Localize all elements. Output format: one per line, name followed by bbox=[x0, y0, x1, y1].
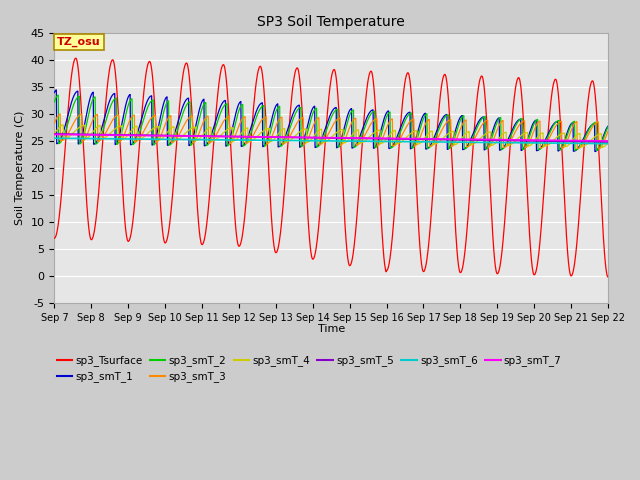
sp3_smT_4 bbox=[598, 144, 605, 150]
sp3_smT_2 bbox=[282, 137, 289, 143]
sp3_smT_1 bbox=[417, 120, 424, 125]
sp3_smT_1 bbox=[268, 115, 276, 121]
sp3_smT_1 bbox=[52, 87, 60, 93]
Line: sp3_smT_7: sp3_smT_7 bbox=[54, 134, 608, 141]
sp3_smT_3 bbox=[173, 135, 181, 141]
sp3_smT_4 bbox=[282, 139, 289, 145]
sp3_smT_3 bbox=[604, 128, 612, 134]
Text: TZ_osu: TZ_osu bbox=[57, 37, 100, 48]
sp3_smT_5 bbox=[555, 138, 563, 144]
sp3_smT_4 bbox=[604, 140, 612, 145]
sp3_smT_2 bbox=[173, 129, 181, 134]
sp3_smT_1 bbox=[282, 133, 289, 139]
sp3_smT_4 bbox=[417, 140, 424, 146]
sp3_smT_7 bbox=[555, 137, 563, 143]
sp3_Tsurface bbox=[556, 101, 563, 107]
sp3_smT_2 bbox=[51, 99, 58, 105]
Title: SP3 Soil Temperature: SP3 Soil Temperature bbox=[257, 15, 405, 29]
Line: sp3_smT_2: sp3_smT_2 bbox=[54, 95, 608, 151]
sp3_Tsurface bbox=[51, 235, 58, 241]
sp3_smT_7 bbox=[268, 134, 275, 140]
sp3_Tsurface bbox=[604, 274, 612, 280]
sp3_smT_7 bbox=[51, 132, 58, 137]
sp3_smT_6 bbox=[604, 141, 612, 146]
sp3_smT_4 bbox=[556, 132, 563, 138]
sp3_smT_1 bbox=[508, 129, 515, 134]
sp3_smT_6 bbox=[268, 137, 275, 143]
sp3_Tsurface bbox=[72, 55, 80, 61]
sp3_smT_7 bbox=[173, 133, 180, 139]
sp3_Tsurface bbox=[173, 134, 181, 140]
sp3_smT_1 bbox=[591, 149, 599, 155]
sp3_smT_3 bbox=[417, 134, 424, 140]
X-axis label: Time: Time bbox=[317, 324, 345, 334]
sp3_smT_2 bbox=[54, 92, 62, 98]
sp3_smT_4 bbox=[173, 137, 181, 143]
sp3_smT_2 bbox=[508, 132, 515, 137]
sp3_smT_1 bbox=[173, 122, 181, 128]
sp3_smT_6 bbox=[51, 135, 58, 141]
sp3_smT_1 bbox=[51, 90, 58, 96]
Line: sp3_smT_3: sp3_smT_3 bbox=[54, 114, 608, 149]
sp3_smT_7 bbox=[281, 134, 289, 140]
Line: sp3_smT_6: sp3_smT_6 bbox=[54, 138, 608, 144]
sp3_smT_5 bbox=[281, 134, 289, 140]
sp3_smT_3 bbox=[556, 120, 563, 125]
sp3_smT_6 bbox=[555, 140, 563, 146]
sp3_smT_6 bbox=[173, 136, 180, 142]
sp3_smT_1 bbox=[604, 123, 612, 129]
Line: sp3_smT_4: sp3_smT_4 bbox=[54, 125, 608, 147]
sp3_smT_1 bbox=[556, 148, 563, 154]
sp3_smT_4 bbox=[508, 141, 515, 147]
sp3_smT_2 bbox=[417, 125, 424, 131]
sp3_smT_5 bbox=[508, 138, 515, 144]
sp3_smT_4 bbox=[268, 138, 276, 144]
sp3_smT_3 bbox=[595, 146, 603, 152]
sp3_smT_2 bbox=[593, 148, 600, 154]
sp3_smT_5 bbox=[604, 139, 612, 145]
sp3_smT_4 bbox=[51, 131, 58, 136]
sp3_smT_3 bbox=[282, 140, 289, 145]
Y-axis label: Soil Temperature (C): Soil Temperature (C) bbox=[15, 111, 25, 225]
sp3_smT_3 bbox=[508, 136, 515, 142]
sp3_smT_5 bbox=[173, 133, 180, 139]
sp3_smT_7 bbox=[508, 137, 515, 143]
sp3_smT_5 bbox=[268, 134, 275, 140]
sp3_smT_2 bbox=[604, 124, 612, 130]
sp3_smT_7 bbox=[416, 136, 424, 142]
sp3_smT_6 bbox=[508, 140, 515, 145]
sp3_smT_5 bbox=[416, 136, 424, 142]
sp3_smT_3 bbox=[56, 111, 64, 117]
Legend: sp3_Tsurface, sp3_smT_1, sp3_smT_2, sp3_smT_3, sp3_smT_4, sp3_smT_5, sp3_smT_6, : sp3_Tsurface, sp3_smT_1, sp3_smT_2, sp3_… bbox=[52, 351, 566, 387]
sp3_smT_4 bbox=[60, 122, 67, 128]
sp3_Tsurface bbox=[268, 222, 276, 228]
sp3_smT_6 bbox=[416, 139, 424, 144]
sp3_smT_3 bbox=[51, 120, 58, 126]
sp3_Tsurface bbox=[508, 124, 515, 130]
Line: sp3_Tsurface: sp3_Tsurface bbox=[54, 58, 608, 277]
sp3_smT_7 bbox=[604, 138, 612, 144]
Line: sp3_smT_1: sp3_smT_1 bbox=[54, 90, 608, 152]
sp3_Tsurface bbox=[282, 173, 289, 179]
sp3_smT_5 bbox=[51, 131, 58, 137]
sp3_smT_2 bbox=[268, 123, 276, 129]
sp3_smT_3 bbox=[268, 133, 276, 139]
sp3_smT_2 bbox=[556, 118, 563, 123]
sp3_smT_6 bbox=[281, 138, 289, 144]
sp3_Tsurface bbox=[417, 250, 424, 256]
Line: sp3_smT_5: sp3_smT_5 bbox=[54, 134, 608, 142]
